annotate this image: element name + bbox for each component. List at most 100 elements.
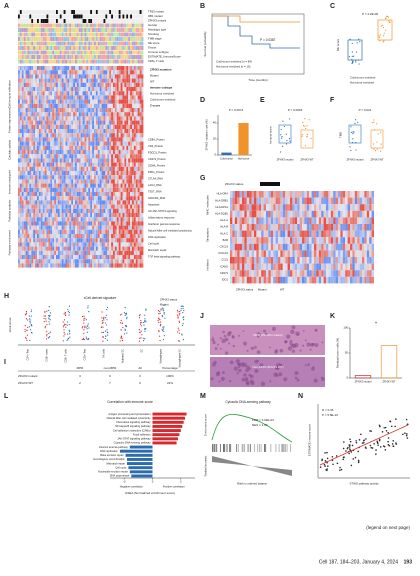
heat-cell: [254, 204, 257, 211]
heat-cell: [309, 210, 312, 218]
track-cell: [109, 19, 112, 23]
track-cell: [133, 41, 136, 46]
track-cell: [33, 46, 36, 50]
heat-cell: [75, 112, 77, 117]
heat-cell: [292, 210, 295, 218]
heat-cell: [128, 200, 131, 205]
heat-cell: [314, 210, 317, 218]
heat-cell: [42, 137, 45, 142]
heat-cell: [328, 243, 331, 251]
heat-cell: [304, 257, 307, 264]
track-cell: [73, 32, 75, 37]
heat-cell: [333, 257, 336, 264]
heat-cell: [42, 217, 45, 222]
heat-cell: [132, 133, 134, 138]
heat-cell: [65, 141, 68, 146]
heat-cell: [278, 217, 281, 224]
heat-cell: [114, 87, 117, 92]
heat-cell: [50, 99, 53, 104]
heat-cell: [366, 197, 370, 205]
row-label: LAG3_RNA: [148, 183, 162, 187]
heat-cell: [99, 103, 102, 108]
heat-cell: [46, 179, 49, 184]
heat-cell: [61, 162, 64, 167]
heat-cell: [19, 124, 22, 129]
heat-cell: [88, 87, 91, 92]
heat-cell: [130, 192, 132, 197]
heat-cell: [270, 197, 274, 205]
heat-cell: [116, 213, 119, 218]
heat-cell: [101, 87, 104, 92]
heat-cell: [80, 200, 83, 205]
heat-cell: [50, 246, 53, 251]
heat-cell: [69, 217, 72, 222]
heat-cell: [244, 243, 247, 251]
heat-cell: [335, 191, 338, 198]
heat-cell: [65, 95, 68, 100]
heat-cell: [128, 120, 131, 125]
heat-cell: [80, 242, 83, 247]
track-cell: [124, 46, 127, 50]
heat-cell: [94, 263, 96, 268]
heat-cell: [130, 120, 132, 125]
heat-cell: [61, 179, 64, 184]
heat-cell: [73, 95, 75, 100]
label: P = 0.0004: [288, 108, 303, 112]
heat-cell: [63, 124, 66, 129]
heat-cell: [76, 213, 79, 218]
label: P = 4.2E-08: [362, 12, 378, 16]
heat-cell: [25, 158, 28, 163]
heat-cell: [292, 237, 295, 244]
track-cell: [113, 28, 115, 32]
heat-cell: [33, 234, 36, 239]
heat-cell: [90, 74, 93, 79]
heat-cell: [71, 179, 74, 184]
heat-cell: [292, 250, 295, 257]
heat-cell: [75, 263, 77, 268]
point: [355, 59, 357, 62]
heat-cell: [40, 70, 43, 75]
track-label: ESTIMATE_ImmuneScore: [148, 55, 181, 59]
heat-cell: [282, 191, 286, 198]
heat-cell: [263, 243, 266, 251]
heat-cell: [105, 162, 108, 167]
heat-cell: [116, 166, 119, 171]
heat-cell: [50, 204, 53, 209]
heat-cell: [105, 99, 108, 104]
legend-text: Mutant: [150, 74, 159, 78]
heat-cell: [107, 259, 110, 264]
heat-cell: [311, 250, 314, 257]
heat-cell: [352, 224, 355, 231]
track-cell: [19, 10, 22, 14]
track-cell: [78, 41, 81, 46]
heat-cell: [128, 74, 131, 79]
heat-cell: [33, 171, 36, 176]
heat-cell: [124, 145, 127, 150]
heat-cell: [94, 99, 96, 104]
heat-cell: [101, 108, 104, 113]
track-cell: [63, 46, 66, 50]
heat-cell: [21, 213, 24, 218]
heat-cell: [297, 197, 300, 205]
track-label: Immune subtype: [148, 50, 169, 54]
heat-cell: [111, 133, 113, 138]
track-cell: [59, 10, 62, 14]
heat-cell: [80, 74, 83, 79]
heat-cell: [292, 270, 295, 277]
heat-cell: [90, 234, 93, 239]
heat-cell: [92, 166, 94, 171]
heat-cell: [82, 129, 85, 134]
heat-cell: [118, 213, 121, 218]
track-cell: [86, 41, 89, 46]
heat-cell: [27, 229, 30, 234]
track-cell: [65, 28, 68, 32]
heat-cell: [139, 162, 142, 167]
track-cell: [80, 46, 83, 50]
track-cell: [97, 28, 100, 32]
heat-cell: [132, 204, 134, 209]
heat-cell: [103, 82, 106, 87]
heat-cell: [141, 120, 144, 125]
heat-cell: [103, 229, 106, 234]
heat-cell: [357, 224, 360, 231]
heat-cell: [128, 137, 131, 142]
